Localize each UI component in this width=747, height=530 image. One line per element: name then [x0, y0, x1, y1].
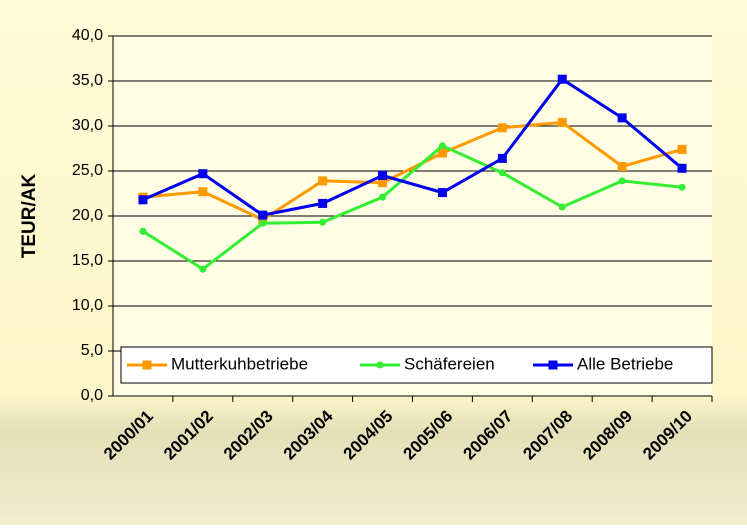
y-tick-label: 35,0	[72, 72, 103, 89]
y-tick-label: 5,0	[81, 342, 103, 359]
point	[557, 117, 567, 127]
point	[198, 169, 208, 179]
legend	[120, 346, 713, 384]
point	[617, 162, 627, 171]
point	[319, 218, 327, 226]
point	[379, 193, 387, 201]
point	[677, 144, 687, 154]
y-tick-label: 20,0	[72, 207, 103, 224]
point	[198, 187, 208, 197]
point	[497, 153, 507, 163]
point	[378, 171, 388, 180]
point	[138, 195, 148, 205]
y-tick-label: 10,0	[72, 297, 103, 314]
point	[617, 113, 627, 123]
point	[618, 177, 626, 185]
point	[318, 198, 328, 208]
point	[199, 265, 207, 273]
point	[259, 219, 267, 227]
series-line	[142, 77, 684, 217]
point	[318, 176, 328, 186]
legend-label: Alle Betriebe	[577, 354, 673, 373]
point	[497, 123, 507, 133]
point	[437, 188, 447, 198]
legend-marker	[142, 360, 152, 370]
point	[677, 163, 687, 173]
legend-label: Mutterkuhbetriebe	[171, 354, 308, 373]
legend-marker	[376, 361, 384, 369]
point	[558, 203, 566, 211]
point	[438, 142, 446, 150]
legend-marker	[548, 360, 558, 370]
point	[437, 148, 447, 158]
y-axis-label: TEUR/AK	[19, 174, 40, 259]
point	[378, 178, 388, 188]
point	[498, 169, 506, 177]
y-tick-label: 25,0	[72, 162, 103, 179]
point	[678, 183, 686, 191]
y-tick-label: 0,0	[81, 387, 103, 404]
series-line	[142, 120, 683, 222]
y-tick-label: 30,0	[72, 117, 103, 134]
legend-label: Schäfereien	[404, 354, 495, 373]
y-tick-label: 40,0	[72, 27, 103, 44]
series-line	[142, 144, 683, 271]
point	[258, 210, 268, 220]
point	[139, 227, 147, 235]
y-tick-label: 15,0	[72, 252, 103, 269]
point	[557, 74, 567, 84]
